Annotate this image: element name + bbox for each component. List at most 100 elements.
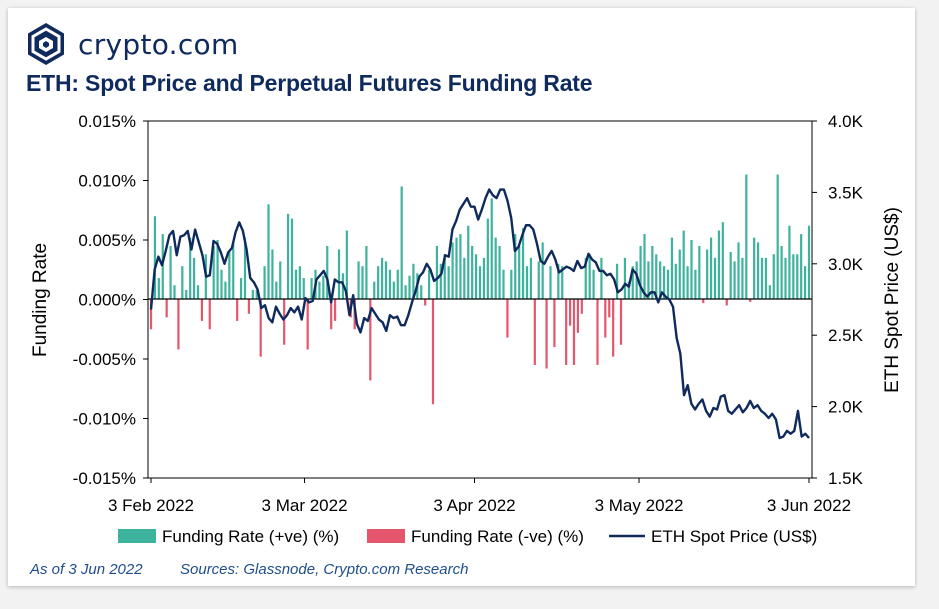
y-tick-label: 0.000% [78, 291, 136, 310]
funding-bar-negative [333, 299, 337, 321]
funding-bar-positive [243, 237, 247, 300]
funding-bar-negative [165, 299, 168, 318]
funding-bar-negative [596, 299, 599, 365]
y-tick-label: -0.010% [73, 410, 136, 429]
y2-tick-label: 2.5K [828, 326, 864, 345]
funding-bar-positive [498, 245, 501, 300]
funding-bar-positive [729, 251, 732, 300]
funding-bar-positive [666, 269, 670, 300]
funding-bar-positive [482, 257, 486, 300]
funding-bar-negative [431, 299, 435, 405]
funding-bar-negative [369, 299, 372, 381]
funding-bar-positive [232, 242, 235, 300]
funding-bar-negative [247, 299, 251, 314]
funding-bar-positive [169, 245, 172, 300]
funding-bar-positive [510, 269, 513, 300]
funding-bar-positive [459, 234, 462, 300]
funding-bar-negative [200, 299, 204, 321]
brand-header: crypto.com [26, 22, 239, 66]
funding-bar-positive [639, 245, 642, 300]
funding-bar-positive [443, 254, 446, 300]
funding-bar-positive [420, 285, 423, 300]
funding-bar-positive [670, 237, 674, 300]
funding-bar-positive [529, 257, 533, 300]
funding-bar-positive [396, 269, 399, 300]
funding-bar-positive [502, 269, 505, 300]
x-tick-label: 3 Apr 2022 [433, 496, 515, 515]
funding-bar-positive [361, 266, 364, 300]
funding-bar-positive [455, 237, 458, 300]
funding-bar-positive [427, 269, 431, 300]
funding-bar-positive [537, 261, 540, 300]
funding-bar-positive [279, 261, 282, 300]
sources-note: Sources: Glassnode, Crypto.com Research [180, 561, 469, 578]
y2-tick-label: 3.0K [828, 255, 864, 274]
funding-bar-positive [298, 266, 301, 300]
funding-bar-positive [764, 257, 768, 300]
legend-label-negative: Funding Rate (-ve) (%) [411, 527, 584, 546]
eth-price-line [149, 188, 810, 440]
funding-bar-negative [533, 299, 536, 365]
funding-bar-positive [216, 240, 219, 300]
funding-bar-positive [600, 257, 603, 300]
funding-bar-positive [690, 240, 693, 300]
funding-bar-positive [674, 263, 677, 300]
funding-bar-positive [326, 245, 329, 300]
funding-bar-positive [561, 266, 564, 300]
funding-bar-positive [706, 249, 709, 300]
y2-tick-label: 3.5K [828, 183, 864, 202]
funding-bar-negative [612, 299, 615, 357]
funding-bar-positive [267, 204, 270, 300]
y-axis-title: Funding Rate [30, 243, 51, 357]
funding-bar-positive [471, 245, 474, 300]
funding-bar-positive [400, 186, 403, 300]
funding-bar-positive [588, 254, 591, 300]
funding-bar-positive [439, 263, 442, 300]
funding-bar-positive [412, 263, 415, 300]
funding-bar-negative [725, 299, 728, 306]
funding-bar-negative [702, 299, 705, 304]
funding-bar-positive [592, 269, 595, 300]
funding-bar-positive [784, 257, 787, 300]
funding-bar-positive [615, 263, 619, 300]
funding-bar-positive [549, 266, 552, 300]
funding-bar-positive [263, 266, 266, 300]
funding-bar-positive [772, 254, 775, 300]
funding-bar-positive [153, 216, 157, 300]
funding-bar-positive [181, 266, 184, 300]
funding-bar-positive [541, 242, 544, 300]
funding-bar-negative [306, 299, 309, 350]
funding-bar-negative [568, 299, 572, 326]
funding-bar-positive [694, 269, 697, 300]
x-tick-label: 3 Jun 2022 [767, 496, 851, 515]
funding-bar-positive [286, 213, 290, 300]
funding-bar-positive [776, 174, 779, 300]
y-tick-label: 0.010% [78, 172, 136, 191]
funding-bar-positive [388, 269, 392, 300]
funding-bar-positive [686, 266, 689, 300]
funding-bar-positive [803, 266, 807, 300]
funding-bar-positive [682, 230, 685, 300]
funding-bar-positive [733, 261, 736, 300]
funding-bar-positive [807, 225, 811, 300]
funding-bar-positive [514, 234, 517, 300]
x-tick-label: 3 Mar 2022 [262, 496, 348, 515]
funding-bar-positive [521, 228, 525, 300]
funding-bar-positive [647, 261, 650, 300]
funding-bar-positive [377, 266, 380, 300]
brand-name: crypto.com [78, 27, 239, 61]
funding-bar-positive [271, 249, 274, 300]
funding-bar-negative [424, 299, 427, 306]
y-tick-label: 0.015% [78, 112, 136, 131]
funding-bar-negative [604, 299, 607, 338]
legend-label-price: ETH Spot Price (US$) [651, 527, 817, 546]
funding-bar-positive [275, 281, 278, 300]
funding-bar-positive [357, 261, 360, 300]
funding-bar-positive [322, 275, 325, 300]
funding-bar-positive [380, 257, 384, 300]
funding-bar-negative [330, 299, 333, 330]
funding-bar-negative [608, 299, 611, 318]
funding-bar-positive [373, 281, 376, 300]
funding-bar-positive [196, 285, 200, 300]
funding-bar-positive [698, 245, 701, 300]
